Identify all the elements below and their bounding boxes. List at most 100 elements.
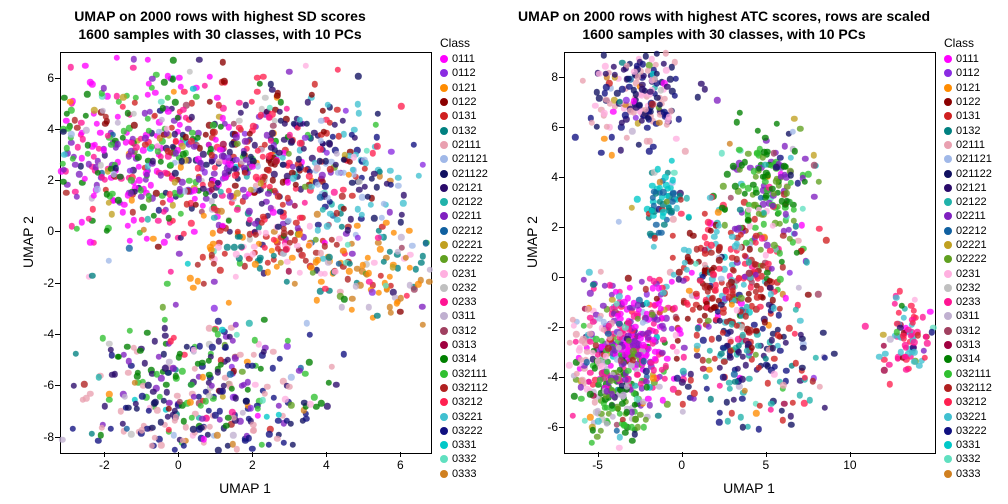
legend-label: 0333 (956, 468, 980, 480)
scatter-point (579, 78, 585, 84)
scatter-point (787, 154, 793, 160)
scatter-point (752, 216, 758, 222)
scatter-point (927, 308, 933, 314)
legend-label: 02122 (956, 196, 987, 208)
scatter-point (738, 231, 744, 237)
scatter-point (805, 171, 811, 177)
legend-dot-icon (944, 312, 952, 320)
legend-dot-icon (944, 55, 952, 63)
legend-dot-icon (440, 98, 448, 106)
scatter-point (318, 118, 324, 124)
scatter-point (307, 331, 313, 337)
scatter-point (176, 75, 182, 81)
scatter-point (345, 227, 351, 233)
scatter-point (897, 288, 903, 294)
scatter-point (105, 258, 111, 264)
scatter-point (150, 236, 156, 242)
scatter-point (178, 164, 184, 170)
scatter-point (754, 128, 760, 134)
scatter-point (752, 225, 758, 231)
scatter-point (315, 182, 321, 188)
scatter-point (662, 50, 668, 56)
scatter-point (768, 337, 774, 343)
scatter-point (262, 174, 268, 180)
scatter-point (398, 103, 404, 109)
scatter-point (400, 192, 406, 198)
scatter-point (395, 183, 401, 189)
scatter-point (126, 237, 132, 243)
legend-item: 0131 (944, 109, 992, 123)
scatter-point (277, 99, 283, 105)
scatter-point (245, 386, 251, 392)
scatter-point (163, 381, 169, 387)
legend-dot-icon (944, 227, 952, 235)
scatter-point (398, 234, 404, 240)
scatter-point (580, 277, 586, 283)
legend-item: 0314 (944, 352, 992, 366)
scatter-point (248, 98, 254, 104)
scatter-point (578, 396, 584, 402)
scatter-point (736, 343, 742, 349)
scatter-point (320, 206, 326, 212)
scatter-point (783, 295, 789, 301)
x-axis-label-left: UMAP 1 (60, 480, 430, 496)
scatter-point (90, 193, 96, 199)
scatter-point (63, 190, 69, 196)
scatter-point (371, 260, 377, 266)
scatter-point (639, 319, 645, 325)
scatter-point (702, 86, 708, 92)
scatter-point (739, 353, 745, 359)
scatter-point (922, 354, 928, 360)
legend-item: 03212 (440, 395, 488, 409)
scatter-point (289, 254, 295, 260)
scatter-point (752, 352, 758, 358)
scatter-point (131, 217, 137, 223)
scatter-point (145, 382, 151, 388)
scatter-point (676, 269, 682, 275)
scatter-point (800, 345, 806, 351)
scatter-point (916, 362, 922, 368)
x-tick-label: 0 (678, 458, 685, 472)
scatter-point (792, 307, 798, 313)
scatter-point (716, 409, 722, 415)
scatter-point (354, 234, 360, 240)
legend-label: 0121 (452, 82, 476, 94)
scatter-point (346, 268, 352, 274)
scatter-point (160, 351, 166, 357)
scatter-point (820, 330, 826, 336)
y-tick-mark (559, 227, 564, 228)
scatter-point (221, 383, 227, 389)
legend-dot-icon (440, 84, 448, 92)
scatter-point (794, 249, 800, 255)
panel-title-left: UMAP on 2000 rows with highest SD scores… (0, 8, 440, 43)
legend-item: 0122 (944, 95, 992, 109)
scatter-point (760, 221, 766, 227)
scatter-point (644, 125, 650, 131)
scatter-point (266, 442, 272, 448)
scatter-point (801, 178, 807, 184)
legend-item: 0312 (944, 324, 992, 338)
scatter-point (101, 403, 107, 409)
scatter-point (415, 281, 421, 287)
scatter-point (339, 193, 345, 199)
scatter-point (398, 219, 404, 225)
scatter-point (160, 200, 166, 206)
legend-label: 0312 (956, 325, 980, 337)
scatter-point (265, 260, 271, 266)
scatter-point (260, 74, 266, 80)
scatter-point (233, 395, 239, 401)
scatter-point (325, 259, 331, 265)
legend-item: 03221 (440, 409, 488, 423)
panel-title-right: UMAP on 2000 rows with highest ATC score… (504, 8, 944, 43)
y-tick-mark (55, 180, 60, 181)
scatter-point (119, 209, 125, 215)
scatter-point (621, 66, 627, 72)
scatter-point (306, 359, 312, 365)
scatter-point (727, 355, 733, 361)
scatter-point (165, 233, 171, 239)
scatter-point (728, 410, 734, 416)
legend-label: 02221 (956, 239, 987, 251)
scatter-point (787, 413, 793, 419)
scatter-point (179, 179, 185, 185)
legend-dot-icon (944, 441, 952, 449)
